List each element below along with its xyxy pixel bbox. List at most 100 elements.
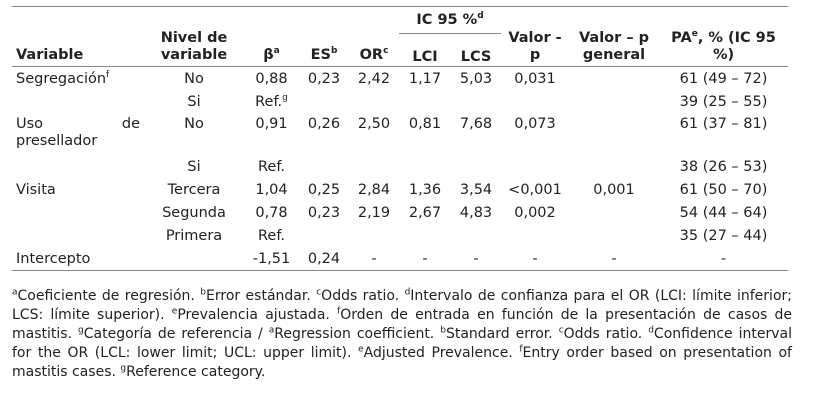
cell-p-general bbox=[569, 224, 659, 247]
cell-beta: Ref.g bbox=[255, 92, 288, 110]
header-beta: βa bbox=[244, 6, 299, 67]
cell-p: - bbox=[501, 247, 570, 271]
cell-p bbox=[501, 90, 569, 113]
cell-es bbox=[299, 155, 349, 178]
cell-beta: Ref. bbox=[257, 227, 285, 244]
cell-p bbox=[501, 155, 569, 178]
cell-p-general bbox=[569, 90, 659, 113]
cell-nivel: No bbox=[184, 116, 204, 132]
cell-lci: 1,17 bbox=[408, 70, 442, 87]
table-row: Uso de presellador No 0,91 0,26 2,50 0,81… bbox=[12, 113, 788, 155]
cell-lcs bbox=[451, 224, 501, 247]
cell-lci bbox=[399, 90, 451, 113]
cell-variable: Visita bbox=[16, 181, 56, 198]
cell-lcs bbox=[451, 90, 501, 113]
header-or: ORc bbox=[349, 6, 399, 67]
cell-nivel bbox=[144, 247, 244, 271]
header-pa: PAe, % (IC 95 %) bbox=[659, 6, 789, 67]
cell-pa: 39 (25 – 55) bbox=[679, 93, 768, 110]
cell-nivel: Tercera bbox=[167, 181, 221, 198]
header-lci: LCI bbox=[399, 33, 451, 67]
cell-nivel: Segunda bbox=[162, 204, 226, 221]
cell-p-general bbox=[569, 201, 659, 224]
table-row: Intercepto -1,51 0,24 - - - - - - bbox=[12, 247, 789, 271]
header-variable: Variable bbox=[12, 6, 144, 67]
cell-p-general bbox=[569, 155, 659, 178]
cell-variable: Uso de presellador bbox=[16, 116, 140, 149]
cell-or bbox=[349, 90, 399, 113]
cell-lcs: 4,83 bbox=[459, 204, 493, 221]
header-lcs: LCS bbox=[451, 33, 502, 67]
cell-es bbox=[299, 224, 349, 247]
cell-or: - bbox=[349, 247, 399, 271]
cell-or bbox=[349, 155, 399, 178]
cell-pa: 54 (44 – 64) bbox=[679, 204, 768, 221]
cell-p: 0,073 bbox=[514, 116, 556, 132]
cell-beta: 0,91 bbox=[255, 116, 288, 132]
cell-lci: 0,81 bbox=[408, 116, 442, 132]
cell-p bbox=[501, 224, 569, 247]
cell-variable bbox=[12, 224, 144, 247]
cell-lci bbox=[399, 224, 451, 247]
cell-lcs bbox=[451, 155, 501, 178]
table-footnotes: aCoeficiente de regresión. bError estánd… bbox=[12, 287, 793, 380]
cell-beta: -1,51 bbox=[244, 247, 299, 271]
cell-lcs: 7,68 bbox=[459, 116, 493, 132]
cell-beta: 0,88 bbox=[255, 70, 288, 87]
cell-lcs: - bbox=[451, 247, 502, 271]
cell-variable bbox=[12, 155, 144, 178]
cell-es: 0,23 bbox=[307, 70, 341, 87]
cell-es: 0,25 bbox=[307, 181, 341, 198]
cell-variable: Segregaciónf bbox=[16, 69, 110, 87]
cell-p-general bbox=[569, 113, 659, 155]
table-row: Visita Tercera 1,04 0,25 2,84 1,36 3,54 … bbox=[12, 178, 788, 201]
cell-nivel: Si bbox=[187, 158, 201, 175]
cell-or: 2,42 bbox=[357, 70, 391, 87]
cell-beta: Ref. bbox=[257, 158, 285, 175]
cell-es: 0,23 bbox=[307, 204, 341, 221]
cell-lci: 1,36 bbox=[408, 181, 442, 198]
table-row: Si Ref. 38 (26 – 53) bbox=[12, 155, 788, 178]
cell-pa: - bbox=[659, 247, 789, 271]
cell-nivel: Si bbox=[187, 93, 201, 110]
cell-p-general: 0,001 bbox=[593, 181, 635, 198]
cell-p: 0,002 bbox=[514, 204, 556, 221]
cell-pa: 35 (27 – 44) bbox=[679, 227, 768, 244]
cell-or: 2,84 bbox=[357, 181, 391, 198]
cell-lcs: 5,03 bbox=[459, 70, 493, 87]
cell-or: 2,50 bbox=[357, 116, 391, 132]
header-nivel: Nivel de variable bbox=[144, 6, 244, 67]
table-row: Primera Ref. 35 (27 – 44) bbox=[12, 224, 788, 247]
cell-es bbox=[299, 90, 349, 113]
cell-or: 2,19 bbox=[357, 204, 391, 221]
cell-p-general: - bbox=[569, 247, 660, 271]
cell-pa: 61 (50 – 70) bbox=[679, 181, 768, 198]
cell-variable: Intercepto bbox=[12, 247, 144, 271]
cell-p: 0,031 bbox=[514, 70, 556, 87]
cell-pa: 38 (26 – 53) bbox=[679, 158, 768, 175]
cell-beta: 0,78 bbox=[255, 204, 288, 221]
header-valor-p: Valor - p bbox=[501, 6, 570, 67]
cell-lcs: 3,54 bbox=[459, 181, 493, 198]
cell-beta: 1,04 bbox=[255, 181, 288, 198]
cell-lci: - bbox=[399, 247, 451, 271]
header-ic-group: IC 95 %d bbox=[399, 6, 502, 34]
cell-variable bbox=[12, 90, 144, 113]
cell-lci: 2,67 bbox=[408, 204, 442, 221]
header-es: ESb bbox=[299, 6, 349, 67]
table-row: Segunda 0,78 0,23 2,19 2,67 4,83 0,002 5… bbox=[12, 201, 788, 224]
cell-pa: 61 (37 – 81) bbox=[679, 116, 768, 132]
table-row: Si Ref.g 39 (25 – 55) bbox=[12, 90, 788, 113]
cell-p-general bbox=[569, 67, 659, 91]
cell-nivel: Primera bbox=[165, 227, 223, 244]
cell-variable bbox=[12, 201, 144, 224]
cell-pa: 61 (49 – 72) bbox=[679, 70, 768, 87]
results-table-container: Variable Nivel de variable βa ESb ORc IC… bbox=[12, 6, 789, 271]
table-row: Segregaciónf No 0,88 0,23 2,42 1,17 5,03… bbox=[12, 67, 788, 91]
regression-table: Variable Nivel de variable βa ESb ORc IC… bbox=[12, 6, 789, 271]
cell-es: 0,24 bbox=[299, 247, 349, 271]
header-valor-p-general: Valor – p general bbox=[569, 6, 660, 67]
cell-nivel: No bbox=[184, 70, 204, 87]
cell-p: <0,001 bbox=[508, 181, 562, 198]
cell-lci bbox=[399, 155, 451, 178]
